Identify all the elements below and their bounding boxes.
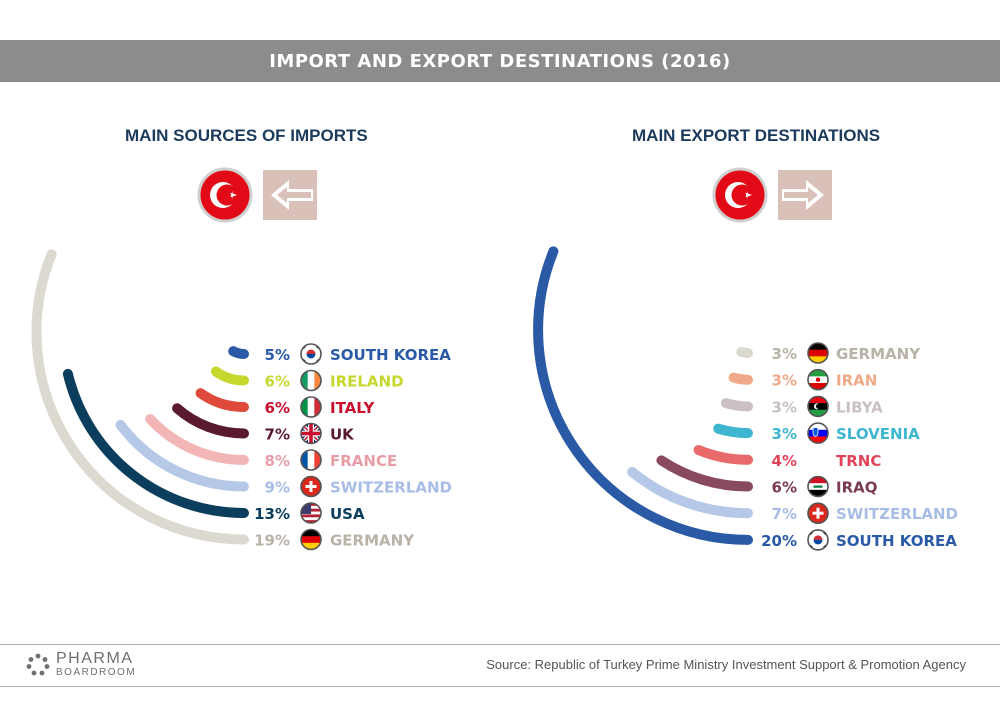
country-label-trnc: TRNC [836, 452, 881, 470]
page-title: IMPORT AND EXPORT DESTINATIONS (2016) [269, 50, 731, 72]
country-label-iraq: IRAQ [836, 479, 878, 497]
pct-label-south-korea: 5% [265, 346, 290, 364]
country-label-italy: ITALY [330, 399, 375, 417]
logo-sub-text: BOARDROOM [56, 667, 137, 678]
arc-france [145, 414, 249, 465]
south-korea-flag-icon [807, 529, 829, 551]
exports-radial-chart: 3% GERMANY 3% IRAN 3% LIBYA 3% SLOVENIA 4% TRNC 6%… [533, 246, 958, 551]
country-label-germany: GERMANY [330, 532, 415, 550]
italy-flag-icon [300, 396, 322, 418]
country-label-switzerland: SWITZERLAND [330, 479, 452, 497]
country-label-usa: USA [330, 505, 365, 523]
country-label-iran: IRAN [836, 372, 877, 390]
pct-label-switzerland: 9% [265, 479, 290, 497]
arc-south-korea [533, 246, 753, 545]
country-label-france: FRANCE [330, 452, 397, 470]
arc-ireland [210, 366, 249, 386]
country-label-germany: GERMANY [836, 345, 921, 363]
ireland-flag-icon [300, 369, 322, 392]
country-label-uk: UK [330, 426, 355, 444]
imports-chart-title: MAIN SOURCES OF IMPORTS [125, 126, 368, 145]
switzerland-flag-icon [300, 475, 322, 498]
france-flag-icon [300, 449, 322, 471]
footer-divider-bottom [0, 686, 1000, 687]
turkey-flag-icon [712, 167, 768, 223]
pct-label-france: 8% [265, 452, 290, 470]
arc-south-korea [228, 346, 249, 359]
pct-label-italy: 6% [265, 399, 290, 417]
logo-dots-icon [26, 653, 50, 675]
arc-switzerland [115, 419, 249, 492]
usa-flag-icon [300, 502, 322, 524]
logo-main-text: PHARMA [56, 650, 134, 667]
country-label-south-korea: SOUTH KOREA [330, 346, 451, 364]
pct-label-switzerland: 7% [772, 505, 797, 523]
germany-flag-icon [807, 342, 829, 364]
pct-label-iran: 3% [772, 372, 797, 390]
pct-label-iraq: 6% [772, 479, 797, 497]
pct-label-usa: 13% [254, 505, 290, 523]
arc-usa [62, 368, 249, 518]
pharma-boardroom-logo: PHARMA BOARDROOM [26, 651, 136, 678]
pct-label-slovenia: 3% [772, 425, 797, 443]
slovenia-flag-icon [807, 422, 829, 444]
imports-radial-chart: 5% SOUTH KOREA 6% IRELAND 6% ITALY 7% UK 8% FRANC… [31, 249, 452, 551]
arc-germany [31, 249, 249, 545]
country-label-south-korea: SOUTH KOREA [836, 532, 957, 550]
pct-label-trnc: 4% [772, 452, 797, 470]
arc-iraq [656, 455, 753, 492]
arc-iran [728, 372, 753, 385]
pct-label-germany: 3% [772, 345, 797, 363]
arc-italy [195, 388, 249, 412]
pct-label-ireland: 6% [265, 373, 290, 391]
source-note: Source: Republic of Turkey Prime Ministr… [486, 657, 966, 672]
turkey-flag-icon [197, 167, 253, 223]
pct-label-libya: 3% [772, 398, 797, 416]
libya-flag-icon [807, 395, 829, 418]
arrow-right-icon [778, 170, 832, 220]
germany-flag-icon [300, 528, 322, 551]
country-label-slovenia: SLOVENIA [836, 425, 920, 443]
header-banner: IMPORT AND EXPORT DESTINATIONS (2016) [0, 40, 1000, 82]
arc-slovenia [713, 423, 753, 439]
pct-label-uk: 7% [265, 426, 290, 444]
uk-flag-icon [300, 422, 322, 445]
switzerland-flag-icon [807, 502, 829, 525]
iran-flag-icon [807, 368, 829, 391]
arc-switzerland [627, 466, 753, 519]
iraq-flag-icon [807, 475, 829, 498]
pct-label-south-korea: 20% [761, 532, 797, 550]
arc-trnc [693, 445, 753, 465]
arc-germany [736, 347, 753, 358]
arc-libya [720, 398, 753, 412]
pct-label-germany: 19% [254, 532, 290, 550]
south-korea-flag-icon [300, 343, 322, 365]
arc-uk [172, 403, 249, 439]
country-label-libya: LIBYA [836, 398, 883, 416]
arrow-left-icon [263, 170, 317, 220]
footer-divider-top [0, 644, 1000, 645]
country-label-switzerland: SWITZERLAND [836, 505, 958, 523]
exports-chart-title: MAIN EXPORT DESTINATIONS [632, 126, 881, 145]
country-label-ireland: IRELAND [330, 373, 404, 391]
